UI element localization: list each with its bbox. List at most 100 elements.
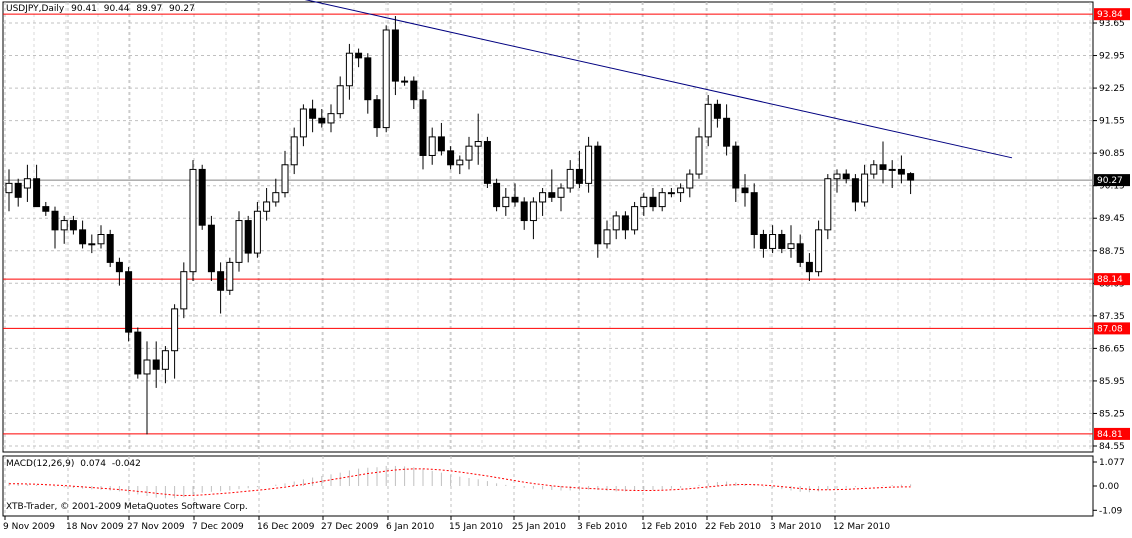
candle-body-bullish xyxy=(861,173,869,203)
candle-body-bullish xyxy=(263,201,271,212)
candle-body-bearish xyxy=(51,210,59,231)
candle-body-bearish xyxy=(851,178,859,203)
candle xyxy=(419,90,427,170)
candle xyxy=(391,16,399,96)
candle-body-bearish xyxy=(594,145,602,245)
y-axis-tick-label: 89.45 xyxy=(1099,214,1125,224)
candle xyxy=(60,215,68,244)
price-level-tag xyxy=(1094,273,1130,286)
y-axis-tick-label: 91.55 xyxy=(1099,117,1125,127)
candle-body-bullish xyxy=(428,136,436,156)
candle xyxy=(198,164,206,230)
candle-body-bullish xyxy=(290,136,298,166)
x-axis-tick-label: 15 Jan 2010 xyxy=(449,522,503,532)
candle-body-bullish xyxy=(226,261,234,291)
macd-label: MACD(12,26,9) xyxy=(6,459,75,469)
candle-body-bearish xyxy=(79,229,87,245)
x-axis-tick-label: 27 Dec 2009 xyxy=(321,522,379,532)
candle-body-bullish xyxy=(336,85,344,115)
candle-body-bullish xyxy=(704,103,712,138)
candle xyxy=(502,188,510,216)
candle xyxy=(309,99,317,133)
candle xyxy=(833,169,841,193)
candle-body-bearish xyxy=(33,178,41,208)
candle-body-bullish xyxy=(502,196,510,208)
candle xyxy=(888,160,896,189)
y-axis-tick-label: 87.35 xyxy=(1099,312,1125,322)
candle xyxy=(355,48,363,68)
candle-body-bullish xyxy=(603,229,611,245)
candle xyxy=(870,160,878,179)
candle-body-bearish xyxy=(493,182,501,208)
candle-body-bearish xyxy=(42,206,50,212)
candle-body-bearish xyxy=(410,80,418,101)
candle xyxy=(511,183,519,207)
candle-body-bearish xyxy=(373,99,381,129)
candle-body-bearish xyxy=(723,117,731,147)
candle-body-bearish xyxy=(649,196,657,208)
x-axis-tick-label: 25 Jan 2010 xyxy=(512,522,566,532)
candle xyxy=(456,155,464,175)
macd-header: MACD(12,26,9) 0.074 -0.042 xyxy=(6,459,144,469)
x-axis-tick-label: 22 Feb 2010 xyxy=(705,522,761,532)
candle xyxy=(69,215,77,235)
candle-body-bearish xyxy=(207,224,215,273)
price-level-label: 93.84 xyxy=(1097,10,1123,20)
candle xyxy=(741,174,749,207)
candle-body-bullish xyxy=(557,187,565,198)
x-axis-tick-label: 6 Jan 2010 xyxy=(386,522,434,532)
x-axis-tick-label: 12 Mar 2010 xyxy=(833,522,890,532)
candle xyxy=(5,169,13,212)
candle xyxy=(281,150,289,198)
x-axis-tick-label: 7 Dec 2009 xyxy=(192,522,244,532)
candle-body-bearish xyxy=(796,243,804,263)
candle-body-bullish xyxy=(695,136,703,175)
candle xyxy=(631,201,639,235)
candle-body-bullish xyxy=(272,192,280,203)
candle xyxy=(161,346,169,384)
candle-body-bearish xyxy=(198,168,206,226)
candle xyxy=(796,234,804,268)
candle-body-bearish xyxy=(732,145,740,189)
candle xyxy=(621,211,629,240)
candle xyxy=(180,262,188,319)
candle-body-bearish xyxy=(548,192,556,198)
candle xyxy=(336,76,344,119)
candle xyxy=(493,178,501,212)
main-chart-header: USDJPY,Daily 90.41 90.44 89.97 90.27 xyxy=(6,4,199,14)
candle xyxy=(861,164,869,207)
candle-body-bullish xyxy=(870,164,878,175)
y-axis-tick-label: 90.15 xyxy=(1099,182,1125,192)
candle xyxy=(815,220,823,277)
candle-body-bearish xyxy=(152,359,160,370)
candle-body-bullish xyxy=(23,178,31,189)
candle-body-bullish xyxy=(401,80,409,83)
candle xyxy=(769,225,777,254)
candle xyxy=(897,155,905,184)
candle-body-bullish xyxy=(658,192,666,208)
candle xyxy=(373,95,381,137)
candle-body-bearish xyxy=(115,261,123,273)
candle-body-bullish xyxy=(5,182,13,194)
candle-body-bullish xyxy=(299,108,307,138)
candle xyxy=(787,225,795,258)
candle xyxy=(33,164,41,208)
macd-signal-line xyxy=(9,468,911,497)
candle-body-bullish xyxy=(143,359,151,375)
y-axis-tick-label: 90.85 xyxy=(1099,149,1125,159)
candle-body-bearish xyxy=(575,168,583,184)
candle xyxy=(824,174,832,240)
candle-body-bearish xyxy=(318,117,326,124)
candle xyxy=(253,201,261,258)
candle-body-bearish xyxy=(897,168,905,175)
candle xyxy=(327,104,335,133)
candle-body-bullish xyxy=(787,243,795,249)
y-axis-tick-label: 93.65 xyxy=(1099,19,1125,29)
candle-body-bearish xyxy=(437,136,445,152)
y-axis-tick-label: 85.25 xyxy=(1099,409,1125,419)
candle xyxy=(842,169,850,184)
candle-body-bearish xyxy=(713,103,721,119)
y-axis-tick-label: 84.55 xyxy=(1099,442,1125,452)
